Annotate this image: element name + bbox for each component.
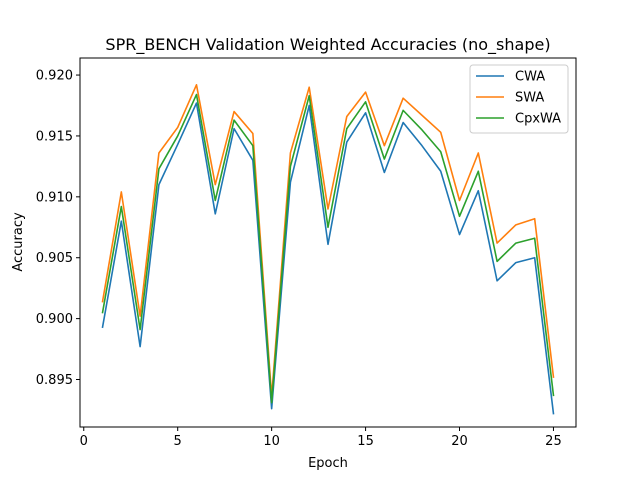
legend-label-swa: SWA [515, 91, 544, 106]
y-tick-label: 0.895 [36, 373, 73, 388]
y-tick-label: 0.910 [36, 190, 73, 205]
legend: CWA SWA CpxWA [469, 64, 569, 134]
y-tick-label: 0.915 [36, 129, 73, 144]
x-tick-label: 5 [174, 434, 182, 449]
y-tick-label: 0.900 [36, 312, 73, 327]
y-tick-label: 0.920 [36, 69, 73, 84]
x-axis-label: Epoch [308, 456, 348, 471]
series-line-cwa [101, 102, 555, 415]
x-axis: 0 5 10 15 20 25 [80, 427, 562, 449]
x-tick-label: 25 [545, 434, 562, 449]
series-line-cpxwa [101, 93, 555, 404]
y-axis-label: Accuracy [11, 212, 26, 272]
x-tick-label: 15 [357, 434, 374, 449]
legend-box [469, 64, 569, 134]
x-tick-label: 20 [451, 434, 468, 449]
legend-label-cwa: CWA [515, 70, 545, 85]
plot-area [101, 83, 555, 415]
plot-frame [79, 57, 577, 428]
chart-title: SPR_BENCH Validation Weighted Accuracies… [105, 35, 550, 55]
series-line-swa [101, 83, 555, 398]
x-tick-label: 10 [263, 434, 280, 449]
x-tick-label: 0 [80, 434, 88, 449]
y-tick-label: 0.905 [36, 251, 73, 266]
legend-label-cpxwa: CpxWA [515, 112, 561, 127]
y-axis: 0.895 0.900 0.905 0.910 0.915 0.920 [36, 69, 80, 388]
